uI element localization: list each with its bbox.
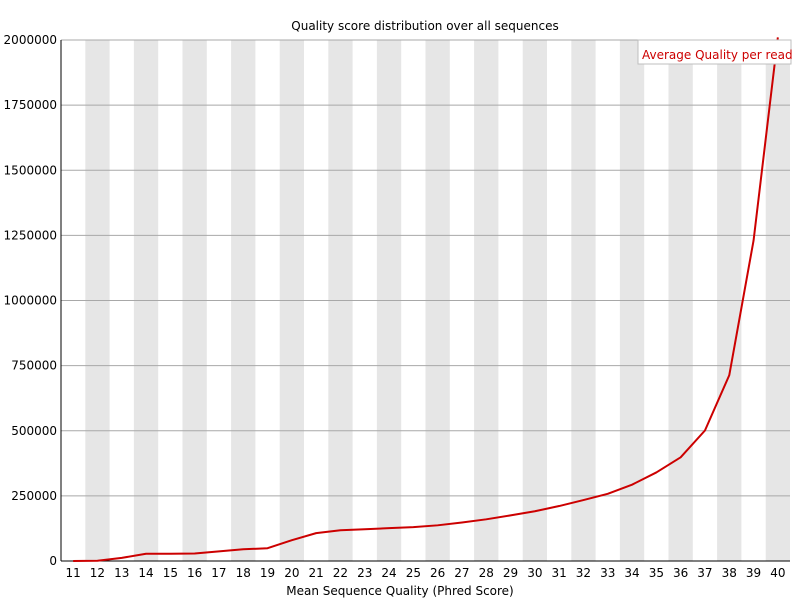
x-tick-labels: 11 12 13 14 15 16 17 18 19 20 21 22 23 24 25 26 27 28 29 30… — [66, 566, 786, 580]
x-tick-label: 25 — [406, 566, 421, 580]
y-tick-label: 1750000 — [4, 98, 57, 112]
x-tick-label: 20 — [284, 566, 299, 580]
chart-title: Quality score distribution over all sequ… — [291, 19, 558, 33]
y-tick-label: 2000000 — [4, 33, 57, 47]
y-tick-label: 1250000 — [4, 228, 57, 242]
y-tick-label: 0 — [49, 554, 57, 568]
axes — [60, 40, 790, 562]
legend-entry-average-quality: Average Quality per read — [642, 48, 793, 62]
x-tick-label: 17 — [211, 566, 226, 580]
x-tick-label: 15 — [163, 566, 178, 580]
series-line-average-quality — [73, 37, 779, 562]
x-tick-label: 36 — [673, 566, 688, 580]
x-tick-label: 16 — [187, 566, 202, 580]
legend-box — [637, 39, 792, 65]
legend: Average Quality per read — [637, 39, 793, 65]
x-tick-label: 35 — [649, 566, 664, 580]
x-tick-label: 21 — [309, 566, 324, 580]
x-tick-label: 24 — [381, 566, 396, 580]
x-tick-label: 27 — [454, 566, 469, 580]
x-tick-label: 31 — [552, 566, 567, 580]
x-tick-label: 34 — [624, 566, 639, 580]
x-tick-label: 39 — [746, 566, 761, 580]
x-tick-label: 32 — [576, 566, 591, 580]
y-tick-label: 750000 — [11, 359, 57, 373]
x-tick-label: 12 — [90, 566, 105, 580]
y-tick-label: 1000000 — [4, 294, 57, 308]
x-tick-label: 37 — [697, 566, 712, 580]
x-tick-label: 18 — [236, 566, 251, 580]
x-tick-label: 33 — [600, 566, 615, 580]
y-tick-label: 500000 — [11, 424, 57, 438]
x-tick-label: 13 — [114, 566, 129, 580]
series-layer — [73, 37, 779, 562]
x-tick-label: 14 — [138, 566, 153, 580]
y-tick-label: 1500000 — [4, 163, 57, 177]
x-tick-label: 29 — [503, 566, 518, 580]
horizontal-gridlines — [61, 39, 790, 497]
x-tick-label: 22 — [333, 566, 348, 580]
x-tick-label: 30 — [527, 566, 542, 580]
x-tick-label: 38 — [722, 566, 737, 580]
x-tick-label: 23 — [357, 566, 372, 580]
x-tick-label: 19 — [260, 566, 275, 580]
x-tick-label: 28 — [479, 566, 494, 580]
x-tick-label: 11 — [66, 566, 81, 580]
y-tick-label: 250000 — [11, 489, 57, 503]
y-tick-labels: 0 250000 500000 750000 1000000 1250000 1500000… — [4, 33, 57, 568]
x-tick-label: 26 — [430, 566, 445, 580]
x-axis-label: Mean Sequence Quality (Phred Score) — [286, 584, 514, 598]
x-tick-label: 40 — [770, 566, 785, 580]
